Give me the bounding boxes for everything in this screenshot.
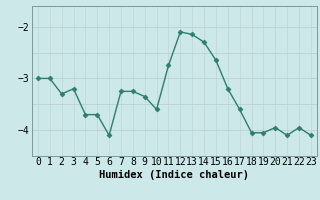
X-axis label: Humidex (Indice chaleur): Humidex (Indice chaleur) bbox=[100, 170, 249, 180]
